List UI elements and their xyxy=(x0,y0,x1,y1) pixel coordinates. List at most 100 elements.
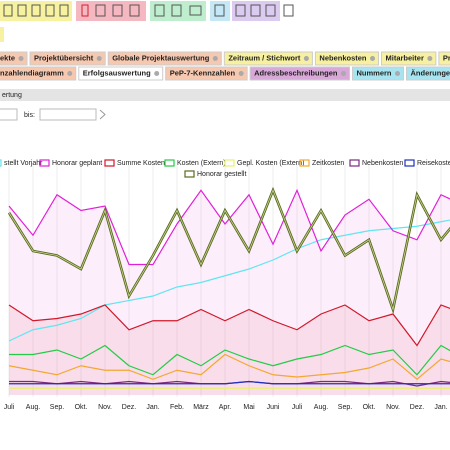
tab[interactable] xyxy=(0,66,77,81)
line xyxy=(9,380,450,385)
legend-label: Honorar gestellt xyxy=(197,171,246,178)
icon[interactable] xyxy=(265,4,276,17)
tab[interactable] xyxy=(165,66,248,81)
icon[interactable] xyxy=(95,4,106,17)
x-tick-label: Juli xyxy=(4,404,15,411)
x-tick-label: Nov. xyxy=(98,404,112,411)
toolbar-edge xyxy=(0,27,4,42)
tab[interactable] xyxy=(406,66,450,81)
tab-close[interactable] xyxy=(303,56,309,61)
toolbar-group xyxy=(0,1,72,21)
toolbar-group xyxy=(210,1,230,21)
x-tick-label: Mai xyxy=(243,404,255,411)
x-tick-label: Okt. xyxy=(363,404,376,411)
tab-label[interactable]: PeP-7-Kennzahlen xyxy=(170,68,236,77)
tab-close[interactable] xyxy=(212,56,218,61)
x-tick-label: Aug. xyxy=(314,404,328,411)
line xyxy=(8,188,450,266)
tab-close[interactable] xyxy=(67,71,73,76)
to-label: bis: xyxy=(24,112,35,119)
legend-label: Zeitkosten xyxy=(312,160,344,167)
tab-close[interactable] xyxy=(395,71,401,76)
toolbar-group xyxy=(232,1,280,21)
icon[interactable] xyxy=(283,4,294,17)
tab-close[interactable] xyxy=(96,56,102,61)
legend-swatch xyxy=(39,159,50,167)
tab-label[interactable]: Globale Projektauswertung xyxy=(112,53,210,62)
x-tick-label: Sep. xyxy=(50,404,64,411)
x-tick-label: Dez. xyxy=(410,404,424,411)
icon[interactable] xyxy=(81,4,89,17)
line xyxy=(8,189,450,312)
tab-label[interactable]: nzahlendiagramm xyxy=(0,68,64,77)
tab[interactable] xyxy=(223,51,313,66)
section-bar xyxy=(0,89,450,101)
line xyxy=(8,219,450,342)
x-tick-label: März xyxy=(193,404,209,411)
tab-label[interactable]: Projek xyxy=(443,53,450,62)
legend-label: stellt Vorjahr xyxy=(4,160,43,167)
tab-close[interactable] xyxy=(18,56,24,61)
icon[interactable] xyxy=(189,5,202,16)
tab-label[interactable]: Erfolgsauswertung xyxy=(83,68,151,77)
icon[interactable] xyxy=(3,4,13,17)
legend-swatch xyxy=(349,159,360,167)
tab-close[interactable] xyxy=(370,56,376,61)
toolbar-group xyxy=(76,1,146,21)
tab-close[interactable] xyxy=(427,56,433,61)
tab[interactable] xyxy=(249,66,350,81)
legend-swatch xyxy=(404,159,415,167)
icon[interactable] xyxy=(112,4,123,17)
icon[interactable] xyxy=(45,4,55,17)
tab-close[interactable] xyxy=(238,71,244,76)
legend-label: Nebenkosten xyxy=(362,160,403,167)
legend-swatch xyxy=(0,159,2,167)
tab[interactable] xyxy=(314,51,380,66)
tab-label[interactable]: Änderungen Stun xyxy=(411,68,450,77)
tab-close[interactable] xyxy=(154,71,160,76)
x-tick-label: Dez. xyxy=(122,404,136,411)
legend-swatch xyxy=(164,159,175,167)
legend-label: Summe Kosten xyxy=(117,160,165,167)
tab-label[interactable]: Nummern xyxy=(357,68,392,77)
tab[interactable] xyxy=(0,51,28,66)
x-tick-label: Jan. xyxy=(146,404,159,411)
legend-label: Gepl. Kosten (Extern) xyxy=(237,160,304,167)
section-title: ertung xyxy=(2,92,22,99)
icon[interactable] xyxy=(154,4,165,17)
x-tick-label: Jan. xyxy=(434,404,447,411)
legend-swatch xyxy=(224,159,235,167)
tab-label[interactable]: Adressbeschreibungen xyxy=(254,68,338,77)
tab[interactable] xyxy=(78,66,164,81)
icon[interactable] xyxy=(214,4,225,17)
tab[interactable] xyxy=(107,51,222,66)
icon[interactable] xyxy=(235,4,246,17)
tab-label[interactable]: Projektübersicht xyxy=(34,53,94,62)
tab-close[interactable] xyxy=(341,71,346,76)
icon[interactable] xyxy=(59,4,69,17)
tab-label[interactable]: ekte xyxy=(0,53,15,62)
icon[interactable] xyxy=(31,4,41,17)
tab[interactable] xyxy=(352,66,405,81)
tab-label[interactable]: Nebenkosten xyxy=(319,53,367,62)
x-tick-label: Aug. xyxy=(26,404,40,411)
icon[interactable] xyxy=(250,4,261,17)
x-tick-label: Juli xyxy=(292,404,303,411)
icon[interactable] xyxy=(171,4,182,17)
legend-label: Honorar geplant xyxy=(52,160,102,167)
tab[interactable] xyxy=(29,51,106,66)
date-input[interactable] xyxy=(39,108,97,121)
icon[interactable] xyxy=(129,4,140,17)
legend-swatch xyxy=(299,159,310,167)
tab[interactable] xyxy=(438,51,450,66)
next-arrow[interactable] xyxy=(99,109,106,120)
toolbar-group xyxy=(150,1,206,21)
legend-label: Reisekosten xyxy=(417,160,450,167)
tab-label[interactable]: Mitarbeiter xyxy=(386,53,424,62)
icon[interactable] xyxy=(17,4,27,17)
line xyxy=(8,353,450,381)
tab-label[interactable]: Zeitraum / Stichwort xyxy=(228,53,301,62)
tab[interactable] xyxy=(381,51,437,66)
date-input[interactable] xyxy=(0,108,18,121)
